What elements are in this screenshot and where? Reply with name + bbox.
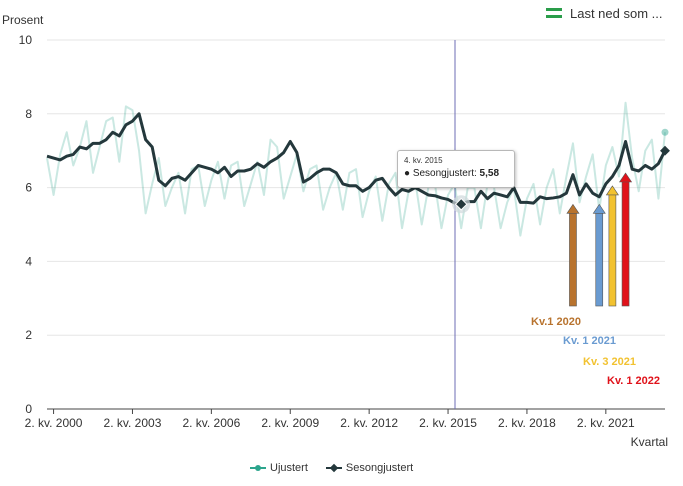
- legend-item-sesongjustert[interactable]: Sesongjustert: [325, 462, 414, 474]
- series-line-sesongjustert: [46, 112, 667, 206]
- annotation-arrow: [592, 203, 606, 307]
- arrow-shaft: [569, 212, 577, 307]
- y-tick-label: 10: [19, 33, 33, 47]
- tooltip: 4. kv. 2015 ● Sesongjustert: 5,58: [397, 150, 515, 188]
- sesongjustert-end-point: [660, 145, 670, 156]
- y-axis-title: Prosent: [2, 13, 44, 27]
- x-tick-label: 2. kv. 2009: [261, 416, 319, 430]
- hover-point: [454, 197, 468, 211]
- annotation-label: Kv.1 2020: [531, 316, 581, 328]
- x-tick-label: 2. kv. 2015: [419, 416, 477, 430]
- arrow-head: [618, 172, 633, 183]
- annotation-arrow: [566, 203, 580, 307]
- download-menu-button[interactable]: Last ned som ...: [546, 4, 663, 22]
- arrow-shaft: [608, 193, 617, 307]
- annotation-arrows: Kv.1 2020 Kv. 1 2021 Kv. 3 2021 Kv. 1 2022: [531, 172, 660, 387]
- legend-line-icon: [325, 463, 342, 473]
- annotation-label: Kv. 1 2021: [563, 335, 616, 347]
- legend-label: Sesongjustert: [345, 462, 414, 474]
- x-tick-label: 2. kv. 2018: [498, 416, 556, 430]
- x-tick-label: 2. kv. 2021: [577, 416, 635, 430]
- y-tick-label: 0: [25, 402, 32, 416]
- x-tick-label: 2. kv. 2003: [104, 416, 162, 430]
- tooltip-value: 5,58: [479, 168, 500, 179]
- legend-label: Ujustert: [270, 462, 308, 474]
- annotation-arrow: [618, 172, 633, 307]
- legend-item-ujustert[interactable]: Ujustert: [250, 462, 308, 474]
- tooltip-period: 4. kv. 2015: [404, 156, 443, 165]
- annotation-label: Kv. 1 2022: [607, 375, 660, 387]
- annotation-label: Kv. 3 2021: [583, 356, 636, 368]
- tooltip-series-name: Sesongjustert: [412, 168, 474, 179]
- x-tick-label: 2. kv. 2000: [25, 416, 83, 430]
- annotation-arrow: [605, 185, 619, 307]
- menu-icon: [546, 8, 562, 18]
- y-tick-labels: 0 2 4 6 8 10: [19, 33, 33, 416]
- y-tick-label: 4: [25, 254, 32, 268]
- arrow-head: [566, 203, 580, 214]
- series-lines: [46, 101, 670, 237]
- legend-line-icon: [250, 465, 266, 471]
- y-tick-label: 2: [25, 328, 32, 342]
- arrow-head: [605, 185, 619, 196]
- arrow-shaft: [621, 180, 630, 307]
- x-axis-title: Kvartal: [631, 435, 668, 449]
- tooltip-value-row: ● Sesongjustert: 5,58: [404, 168, 500, 179]
- x-tick-label: 2. kv. 2012: [340, 416, 398, 430]
- y-tick-label: 8: [25, 107, 32, 121]
- ujustert-end-point: [661, 128, 669, 136]
- legend: Ujustert Sesongjustert: [250, 462, 413, 474]
- arrow-head: [592, 203, 606, 214]
- x-axis: 2. kv. 2000 2. kv. 2003 2. kv. 2006 2. kv. …: [25, 408, 665, 430]
- series-line-ujustert: [46, 101, 666, 237]
- tooltip-marker-icon: ●: [404, 168, 411, 179]
- arrow-shaft: [595, 212, 604, 307]
- download-label: Last ned som ...: [570, 5, 663, 21]
- x-tick-label: 2. kv. 2006: [182, 416, 240, 430]
- y-tick-label: 6: [25, 181, 32, 195]
